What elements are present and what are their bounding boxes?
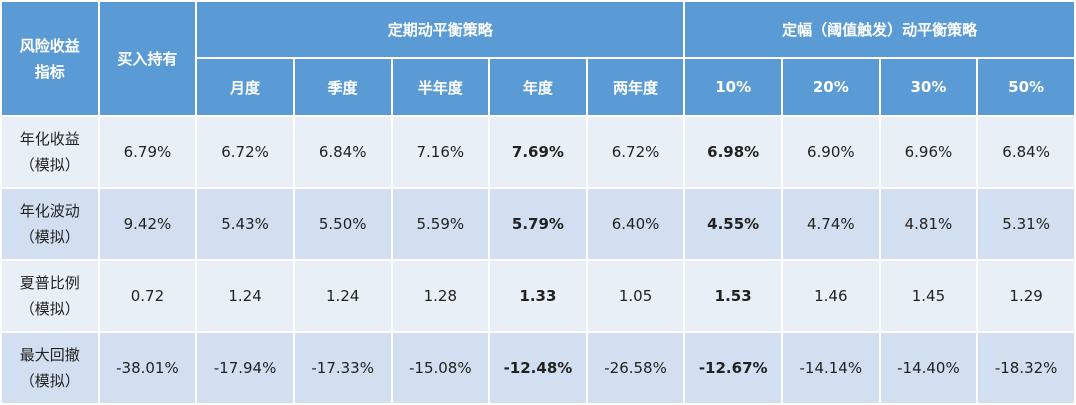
column-header: 半年度	[390, 57, 491, 117]
cell: 6.72%	[585, 115, 686, 189]
row-label-line: （模拟）	[19, 300, 80, 318]
cell: 6.84%	[292, 115, 393, 189]
cell: 4.55%	[683, 187, 783, 261]
row-label: 最大回撤 （模拟）	[0, 331, 100, 405]
cell: -18.32%	[976, 331, 1076, 405]
buy-hold-header: 买入持有	[97, 0, 198, 117]
cell: 9.42%	[97, 187, 198, 261]
row-label-line: （模拟）	[19, 228, 80, 246]
row-label-line: 年化波动	[19, 202, 80, 220]
cell: 6.84%	[976, 115, 1076, 189]
group-header: 定幅（阈值触发）动平衡策略	[683, 0, 1076, 59]
cell: 6.90%	[781, 115, 881, 189]
cell: 1.28	[390, 259, 491, 333]
cell: 1.33	[488, 259, 588, 333]
data-row: 年化波动 （模拟） 9.42% 5.43% 5.50% 5.59% 5.79% 6.40% 4.…	[0, 187, 1076, 261]
data-row: 年化收益 （模拟） 6.79% 6.72% 6.84% 7.16% 7.69% 6.72% 6.…	[0, 115, 1076, 189]
row-label: 年化波动 （模拟）	[0, 187, 100, 261]
row-label-line: （模拟）	[19, 372, 80, 390]
cell: 1.05	[585, 259, 686, 333]
cell: -14.40%	[878, 331, 979, 405]
cell: 1.45	[878, 259, 979, 333]
cell: 6.40%	[585, 187, 686, 261]
subheader-row: 月度 季度 半年度 年度 两年度 10% 20% 30% 50%	[1, 57, 1076, 117]
corner-header: 风险收益 指标	[0, 0, 100, 117]
row-label-line: （模拟）	[19, 156, 80, 174]
cell: 7.69%	[488, 115, 588, 189]
cell: 5.31%	[976, 187, 1076, 261]
row-label: 年化收益 （模拟）	[0, 115, 100, 189]
cell: 6.96%	[878, 115, 979, 189]
header-row: 风险收益 指标 买入持有 定期动平衡策略 定幅（阈值触发）动平衡策略	[0, 0, 1076, 117]
cell: 1.24	[292, 259, 393, 333]
group-header: 定期动平衡策略	[195, 0, 686, 59]
cell: 1.29	[976, 259, 1076, 333]
row-label-line: 年化收益	[19, 130, 80, 148]
column-header: 年度	[488, 57, 588, 117]
cell: -12.48%	[488, 331, 588, 405]
cell: -38.01%	[97, 331, 198, 405]
cell: 1.53	[683, 259, 783, 333]
cell: 1.24	[195, 259, 295, 333]
cell: 4.74%	[781, 187, 881, 261]
column-header: 两年度	[585, 57, 686, 117]
cell: -17.94%	[195, 331, 295, 405]
cell: -26.58%	[585, 331, 686, 405]
cell: 7.16%	[390, 115, 491, 189]
cell: -14.14%	[781, 331, 881, 405]
column-header: 50%	[976, 57, 1076, 117]
cell: 6.79%	[97, 115, 198, 189]
cell: 5.50%	[292, 187, 393, 261]
column-header: 季度	[292, 57, 393, 117]
cell: 5.79%	[488, 187, 588, 261]
cell: -15.08%	[390, 331, 491, 405]
cell: 5.43%	[195, 187, 295, 261]
cell: 5.59%	[390, 187, 491, 261]
cell: 1.46	[781, 259, 881, 333]
cell: 0.72	[97, 259, 198, 333]
row-label-line: 最大回撤	[19, 346, 80, 364]
cell: 4.81%	[878, 187, 979, 261]
data-row: 夏普比例 （模拟） 0.72 1.24 1.24 1.28 1.33 1.05 1.53 1.46…	[0, 259, 1076, 333]
column-header: 月度	[195, 57, 295, 117]
column-header: 20%	[781, 57, 881, 117]
cell: 6.98%	[683, 115, 783, 189]
corner-line: 指标	[34, 62, 65, 81]
corner-line: 风险收益	[19, 36, 80, 55]
data-row: 最大回撤 （模拟） -38.01% -17.94% -17.33% -15.08% -12.…	[0, 331, 1076, 405]
cell: -17.33%	[292, 331, 393, 405]
cell: -12.67%	[683, 331, 783, 405]
row-label: 夏普比例 （模拟）	[0, 259, 100, 333]
column-header: 30%	[878, 57, 979, 117]
column-header: 10%	[683, 57, 783, 117]
cell: 6.72%	[195, 115, 295, 189]
row-label-line: 夏普比例	[19, 274, 80, 292]
